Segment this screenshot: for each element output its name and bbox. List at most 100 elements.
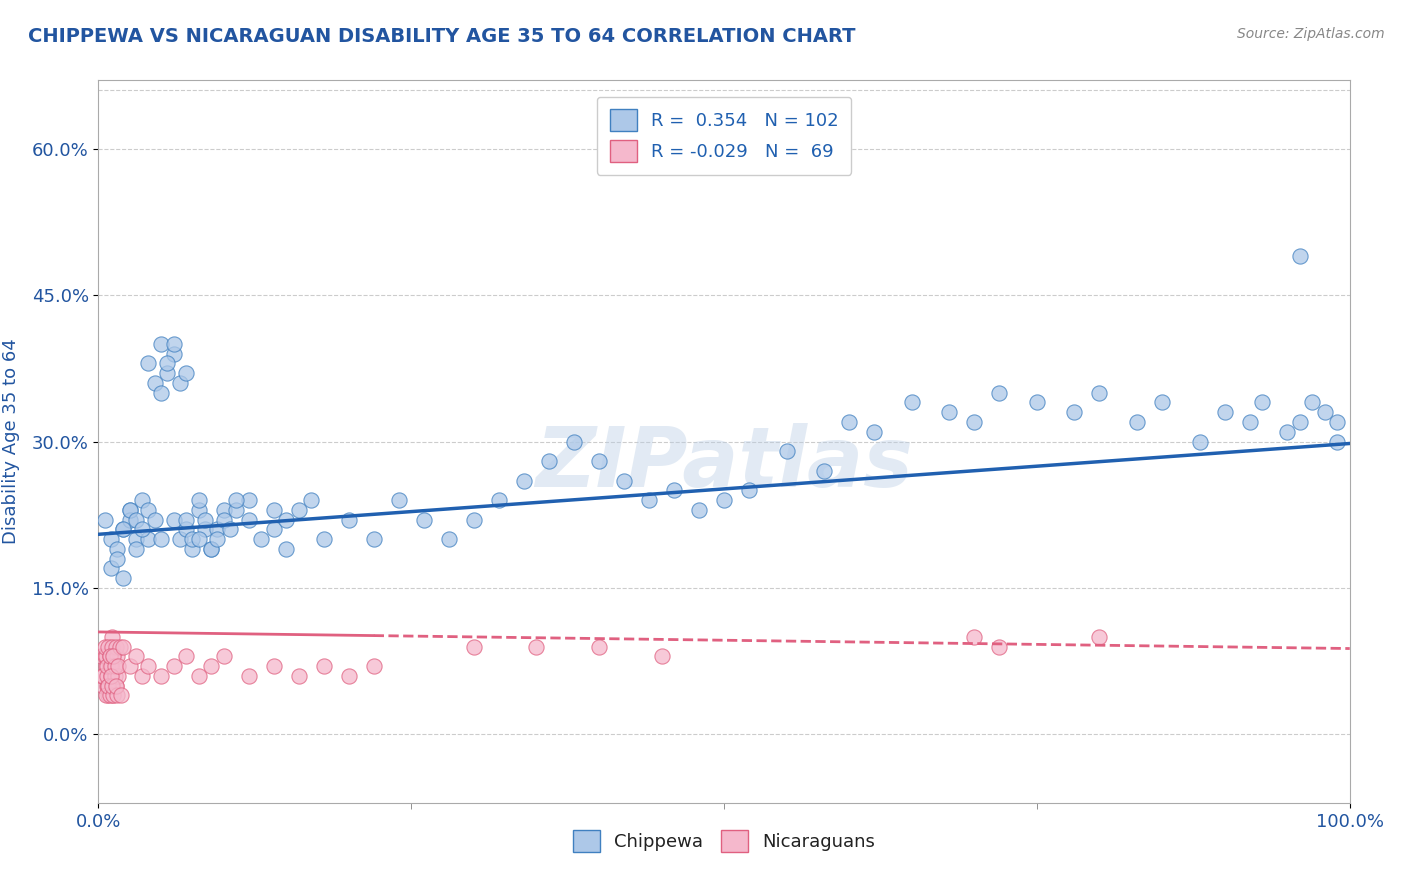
Point	[463, 640, 485, 654]
Point	[337, 669, 360, 683]
Point	[238, 493, 260, 508]
Text: Source: ZipAtlas.com: Source: ZipAtlas.com	[1237, 27, 1385, 41]
Point	[263, 659, 285, 673]
Point	[776, 444, 799, 458]
Point	[162, 346, 184, 360]
Point	[287, 669, 309, 683]
Point	[988, 385, 1011, 400]
Point	[174, 513, 197, 527]
Point	[100, 659, 122, 673]
Point	[1026, 395, 1049, 409]
Point	[388, 493, 411, 508]
Point	[412, 513, 434, 527]
Point	[838, 415, 860, 429]
Point	[100, 532, 122, 546]
Point	[131, 669, 153, 683]
Point	[104, 659, 127, 673]
Point	[263, 503, 285, 517]
Point	[93, 513, 115, 527]
Point	[104, 679, 127, 693]
Point	[162, 337, 184, 351]
Point	[125, 649, 148, 664]
Point	[138, 659, 160, 673]
Point	[156, 366, 179, 380]
Point	[938, 405, 960, 419]
Point	[363, 532, 385, 546]
Point	[274, 513, 298, 527]
Point	[1251, 395, 1274, 409]
Point	[104, 669, 127, 683]
Point	[363, 659, 385, 673]
Point	[1301, 395, 1323, 409]
Point	[194, 523, 217, 537]
Point	[150, 532, 173, 546]
Point	[713, 493, 735, 508]
Point	[104, 640, 127, 654]
Point	[169, 376, 191, 390]
Point	[118, 659, 141, 673]
Point	[813, 464, 835, 478]
Point	[250, 532, 273, 546]
Point	[100, 640, 122, 654]
Point	[662, 483, 685, 498]
Point	[212, 649, 235, 664]
Point	[97, 679, 120, 693]
Point	[125, 541, 148, 556]
Point	[112, 571, 135, 585]
Point	[207, 532, 229, 546]
Point	[1326, 415, 1348, 429]
Point	[1063, 405, 1085, 419]
Point	[963, 630, 986, 644]
Point	[1326, 434, 1348, 449]
Point	[93, 649, 115, 664]
Point	[562, 434, 585, 449]
Point	[1088, 630, 1111, 644]
Point	[863, 425, 886, 439]
Point	[100, 669, 122, 683]
Point	[125, 532, 148, 546]
Point	[104, 679, 127, 693]
Point	[131, 493, 153, 508]
Point	[94, 649, 117, 664]
Point	[90, 649, 112, 664]
Point	[94, 659, 117, 673]
Text: ZIPatlas: ZIPatlas	[536, 423, 912, 504]
Point	[105, 689, 128, 703]
Point	[103, 649, 125, 664]
Point	[174, 523, 197, 537]
Point	[1313, 405, 1336, 419]
Point	[181, 532, 204, 546]
Point	[97, 689, 120, 703]
Point	[1088, 385, 1111, 400]
Point	[96, 679, 118, 693]
Point	[337, 513, 360, 527]
Point	[143, 376, 166, 390]
Point	[91, 669, 114, 683]
Point	[312, 659, 335, 673]
Point	[1150, 395, 1173, 409]
Point	[118, 513, 141, 527]
Point	[138, 356, 160, 370]
Point	[101, 640, 124, 654]
Point	[238, 669, 260, 683]
Point	[1277, 425, 1299, 439]
Point	[112, 640, 135, 654]
Point	[107, 659, 129, 673]
Point	[287, 503, 309, 517]
Point	[194, 513, 217, 527]
Point	[524, 640, 547, 654]
Text: CHIPPEWA VS NICARAGUAN DISABILITY AGE 35 TO 64 CORRELATION CHART: CHIPPEWA VS NICARAGUAN DISABILITY AGE 35…	[28, 27, 856, 45]
Point	[613, 474, 636, 488]
Point	[98, 649, 121, 664]
Point	[105, 551, 128, 566]
Point	[312, 532, 335, 546]
Point	[187, 503, 209, 517]
Point	[1239, 415, 1261, 429]
Point	[94, 689, 117, 703]
Y-axis label: Disability Age 35 to 64: Disability Age 35 to 64	[3, 339, 21, 544]
Point	[688, 503, 710, 517]
Point	[105, 541, 128, 556]
Point	[162, 513, 184, 527]
Point	[988, 640, 1011, 654]
Point	[98, 689, 121, 703]
